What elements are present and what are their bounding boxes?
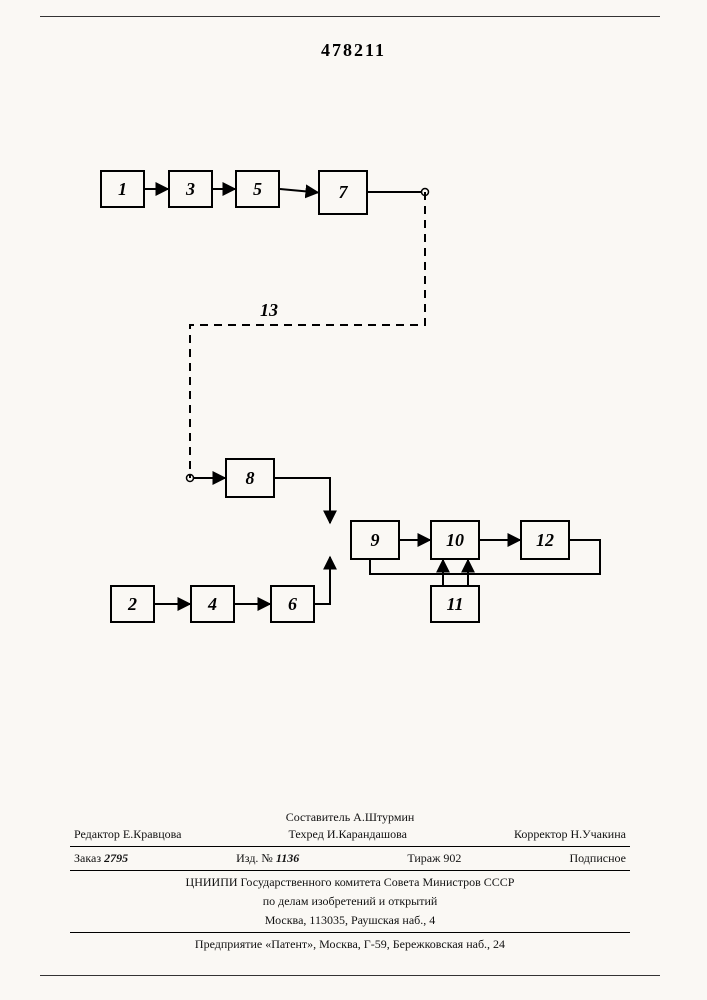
transmission-label: 13 xyxy=(260,300,278,321)
node-10: 10 xyxy=(430,520,480,560)
org-line-2: по делам изобретений и открытий xyxy=(70,894,630,909)
divider-3 xyxy=(70,932,630,933)
order-row: Заказ 2795 Изд. № 1136 Тираж 902 Подписн… xyxy=(70,851,630,866)
issue-label: Изд. № xyxy=(236,851,273,865)
tech-name: И.Карандашова xyxy=(327,827,407,841)
page-number: 478211 xyxy=(0,40,707,61)
node-9: 9 xyxy=(350,520,400,560)
editor-name: Е.Кравцова xyxy=(123,827,182,841)
org-line-3: Москва, 113035, Раушская наб., 4 xyxy=(70,913,630,928)
edition-label: Тираж xyxy=(407,851,440,865)
tech-label: Техред xyxy=(289,827,324,841)
node-4: 4 xyxy=(190,585,235,623)
compiler-line: Составитель А.Штурмин xyxy=(70,810,630,825)
corrector: Корректор Н.Учакина xyxy=(514,827,626,842)
order-num: 2795 xyxy=(104,851,128,865)
corr-name: Н.Учакина xyxy=(570,827,626,841)
divider-2 xyxy=(70,870,630,871)
issue: Изд. № 1136 xyxy=(236,851,299,866)
bottom-frame-line xyxy=(40,975,660,976)
order: Заказ 2795 xyxy=(74,851,128,866)
issue-num: 1136 xyxy=(276,851,299,865)
node-3: 3 xyxy=(168,170,213,208)
node-7: 7 xyxy=(318,170,368,215)
order-label: Заказ xyxy=(74,851,101,865)
node-6: 6 xyxy=(270,585,315,623)
editor-label: Редактор xyxy=(74,827,120,841)
node-1: 1 xyxy=(100,170,145,208)
org-line-1: ЦНИИПИ Государственного комитета Совета … xyxy=(70,875,630,890)
node-5: 5 xyxy=(235,170,280,208)
node-11: 11 xyxy=(430,585,480,623)
footer-block: Составитель А.Штурмин Редактор Е.Кравцов… xyxy=(70,810,630,952)
subscription: Подписное xyxy=(569,851,626,866)
node-2: 2 xyxy=(110,585,155,623)
credits-row: Редактор Е.Кравцова Техред И.Карандашова… xyxy=(70,827,630,842)
org2-line: Предприятие «Патент», Москва, Г-59, Бере… xyxy=(70,937,630,952)
top-frame-line xyxy=(40,16,660,17)
edition: Тираж 902 xyxy=(407,851,461,866)
corr-label: Корректор xyxy=(514,827,568,841)
edition-num: 902 xyxy=(443,851,461,865)
block-diagram: 135789101224611 13 xyxy=(60,150,640,680)
editor: Редактор Е.Кравцова xyxy=(74,827,181,842)
node-12: 12 xyxy=(520,520,570,560)
node-8: 8 xyxy=(225,458,275,498)
divider-1 xyxy=(70,846,630,847)
tech: Техред И.Карандашова xyxy=(289,827,407,842)
